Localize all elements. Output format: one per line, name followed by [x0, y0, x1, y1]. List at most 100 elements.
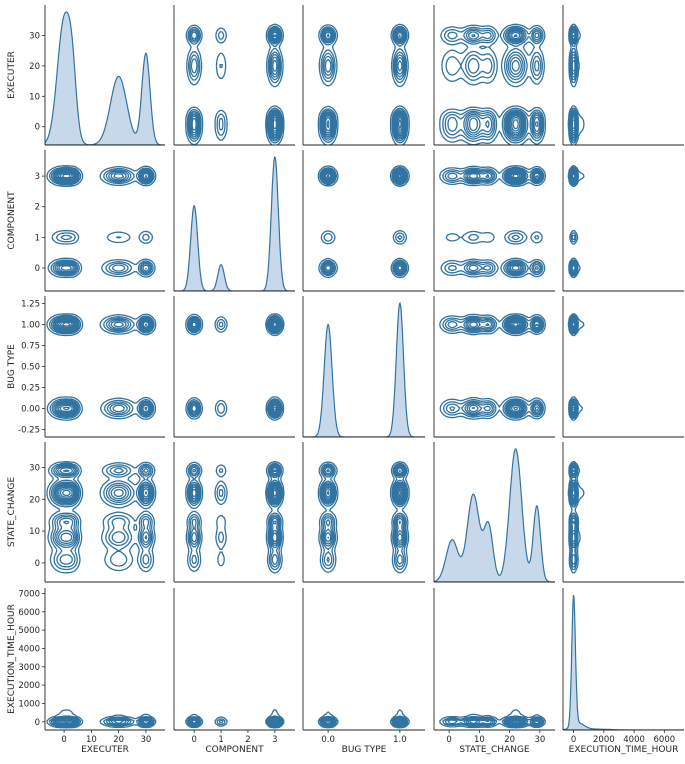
ytick-label: 30	[29, 31, 40, 41]
panel-executer-vs-executer: 0 10 20 30 EXECUTER	[7, 5, 165, 146]
kde-contours-state-change-vs-execution-time-hour	[567, 461, 585, 574]
kde-contours-component-vs-bug-type	[317, 165, 410, 279]
panel-state-change-vs-bug-type	[302, 442, 425, 583]
ytick-label: 3	[35, 172, 40, 182]
xtick-label: 4000	[623, 735, 645, 745]
xlabel-execution-time-hour: EXECUTION_TIME_HOUR	[569, 745, 679, 755]
ytick-label: 0	[35, 123, 40, 133]
kde-contours-executer-vs-state-change	[439, 23, 546, 145]
ytick-label: 6000	[18, 608, 40, 618]
panel-component-vs-state-change	[433, 150, 555, 292]
ylabel-bug-type: BUG TYPE	[7, 344, 17, 389]
kde-contours-state-change-vs-bug-type	[317, 461, 410, 574]
panel-executer-vs-state-change	[433, 5, 555, 146]
panel-component-vs-bug-type	[302, 150, 425, 292]
ytick-label: 0	[35, 264, 40, 274]
panel-execution-time-hour-vs-state-change: 0 10 20 30 STATE_CHANGE	[433, 588, 555, 755]
kde-contours-execution-time-hour-vs-executer	[46, 709, 157, 729]
kde-density-executer	[45, 11, 165, 145]
ytick-label: 0.50	[21, 363, 40, 373]
ytick-label: 4000	[18, 644, 40, 654]
ytick-label: -0.25	[18, 425, 40, 435]
ytick-label: 30	[29, 463, 40, 473]
xlabel-state-change: STATE_CHANGE	[459, 745, 530, 755]
xtick-label: 1.0	[393, 735, 407, 745]
panel-bug-type-vs-bug-type	[302, 296, 425, 438]
ytick-label: 10	[29, 92, 40, 102]
xtick-label: 10	[86, 735, 97, 745]
ytick-label: 7000	[18, 589, 40, 599]
ytick-label: 0.75	[21, 342, 40, 352]
ylabel-component: COMPONENT	[7, 191, 17, 250]
panel-execution-time-hour-vs-executer: 0 1000 2000 3000 4000 5000 6000 7000EXECUTION_T…	[7, 588, 165, 755]
panel-component-vs-component	[173, 150, 295, 292]
xtick-label: 2	[245, 735, 250, 745]
xtick-label: 30	[140, 735, 151, 745]
xtick-label: 0.0	[321, 735, 335, 745]
kde-contours-execution-time-hour-vs-state-change	[439, 709, 546, 729]
ytick-label: 2000	[18, 681, 40, 691]
panel-execution-time-hour-vs-component: 0 1 2 3 COMPONENT	[173, 588, 295, 755]
kde-contours-bug-type-vs-execution-time-hour	[567, 313, 585, 421]
kde-density-bug-type	[303, 301, 425, 437]
kde-contours-component-vs-executer	[46, 165, 157, 279]
xlabel-component: COMPONENT	[205, 745, 264, 755]
panel-state-change-vs-state-change	[433, 442, 555, 583]
kde-contours-bug-type-vs-executer	[46, 313, 157, 421]
ytick-label: 0	[35, 718, 40, 728]
xtick-label: 10	[474, 735, 485, 745]
xtick-label: 0	[191, 735, 196, 745]
xtick-label: 6000	[654, 735, 676, 745]
ytick-label: 20	[29, 62, 40, 72]
ytick-label: 1000	[18, 699, 40, 709]
panel-component-vs-execution-time-hour	[562, 150, 684, 292]
panel-executer-vs-execution-time-hour	[562, 5, 684, 146]
kde-contours-state-change-vs-component	[185, 461, 285, 574]
ytick-label: 1	[35, 233, 40, 243]
kde-density-state-change	[434, 448, 555, 582]
xlabel-executer: EXECUTER	[81, 745, 129, 755]
xtick-label: 30	[534, 735, 545, 745]
ytick-label: 3000	[18, 663, 40, 673]
panel-state-change-vs-execution-time-hour	[562, 442, 684, 583]
kde-contours-execution-time-hour-vs-bug-type	[317, 709, 410, 729]
xlabel-bug-type: BUG TYPE	[342, 745, 387, 755]
kde-density-execution-time-hour	[563, 594, 684, 730]
kde-contours-executer-vs-execution-time-hour	[567, 23, 585, 145]
kde-contours-component-vs-execution-time-hour	[567, 165, 585, 279]
kde-contours-bug-type-vs-state-change	[439, 313, 546, 421]
panel-execution-time-hour-vs-bug-type: 0.0 1.0 BUG TYPE	[302, 588, 425, 755]
kde-contours-executer-vs-bug-type	[317, 23, 410, 145]
xtick-label: 0	[571, 735, 576, 745]
panel-component-vs-executer: 0 1 2 3 COMPONENT	[7, 150, 165, 292]
xtick-label: 1	[218, 735, 223, 745]
panel-executer-vs-component	[173, 5, 295, 146]
kde-contours-executer-vs-component	[185, 23, 285, 145]
ytick-label: 2	[35, 203, 40, 213]
panel-bug-type-vs-execution-time-hour	[562, 296, 684, 438]
panel-bug-type-vs-executer: -0.25 0.00 0.25 0.50 0.75 1.00 1.25 BUG TYPE	[7, 296, 165, 438]
kde-contours-bug-type-vs-component	[185, 313, 285, 421]
ytick-label: 10	[29, 527, 40, 537]
ytick-label: 5000	[18, 626, 40, 636]
ytick-label: 0	[35, 559, 40, 569]
xtick-label: 20	[113, 735, 124, 745]
ytick-label: 20	[29, 495, 40, 505]
panel-executer-vs-bug-type	[302, 5, 425, 146]
xtick-label: 3	[272, 735, 277, 745]
panel-state-change-vs-component	[173, 442, 295, 583]
kde-contours-execution-time-hour-vs-component	[185, 709, 285, 729]
kde-density-component	[174, 155, 295, 291]
xtick-label: 2000	[593, 735, 615, 745]
ytick-label: 0.00	[21, 404, 40, 414]
ylabel-execution-time-hour: EXECUTION_TIME_HOUR	[7, 604, 17, 714]
ylabel-state-change: STATE_CHANGE	[7, 477, 17, 548]
panel-bug-type-vs-component	[173, 296, 295, 438]
ytick-label: 1.00	[21, 321, 40, 331]
kde-contours-component-vs-state-change	[439, 165, 546, 279]
xtick-label: 0	[61, 735, 66, 745]
ylabel-executer: EXECUTER	[7, 51, 17, 99]
